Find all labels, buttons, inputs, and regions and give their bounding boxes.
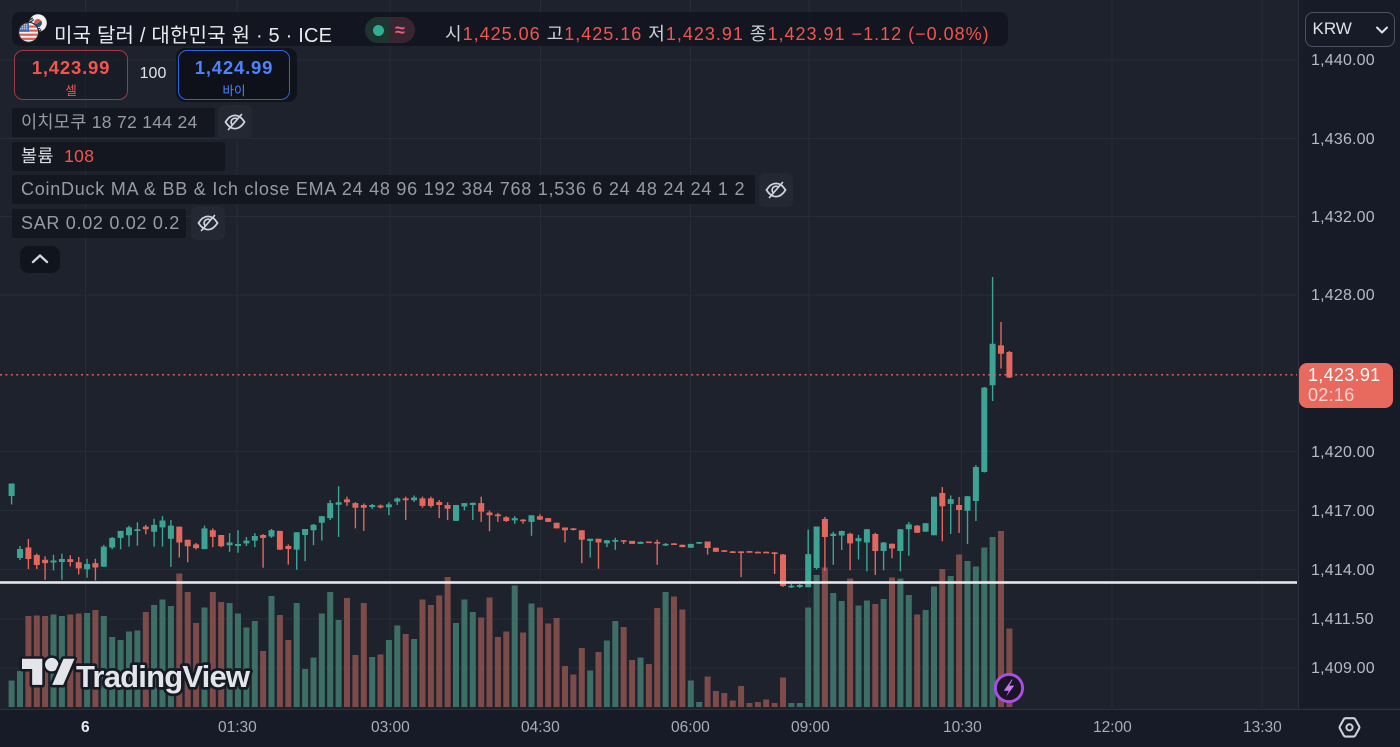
svg-text:TradingView: TradingView: [76, 659, 251, 694]
